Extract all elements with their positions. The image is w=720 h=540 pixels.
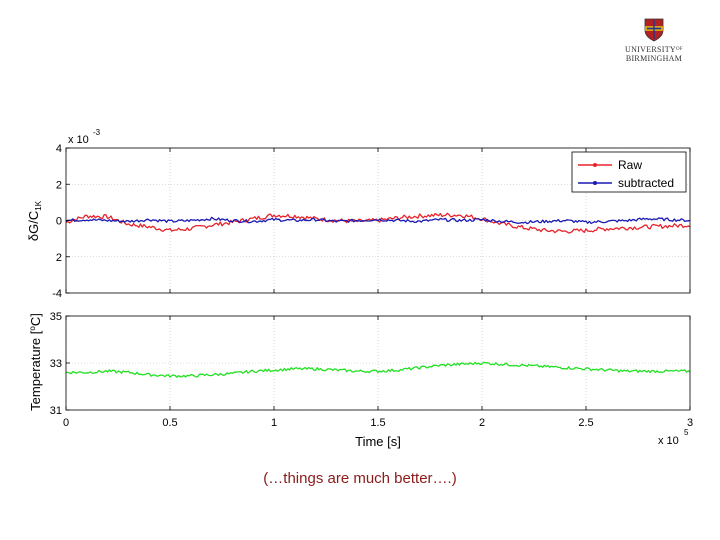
slide-caption: (…things are much better….) (263, 470, 457, 487)
bottom-axes: 35 33 310 0.5 1 1.5 2 2.5 3 Time [s] x 10 5 Temperat… (28, 311, 693, 449)
x-tick-label: 1.5 (370, 417, 385, 429)
university-crest-icon (644, 18, 664, 42)
legend-label-subtracted: subtracted (618, 176, 674, 190)
y-tick-label: 2 (56, 179, 62, 191)
legend-label-raw: Raw (618, 158, 642, 172)
legend: Raw subtracted (571, 151, 687, 193)
y-tick-label: 31 (50, 405, 62, 417)
x-axis-label: Time [s] (355, 434, 401, 449)
logo-line-university: UNIVERSITYOF (625, 45, 683, 54)
top-axes: 4 2 0 2 -4 x 10 -3 δG/C1K Raw subtracted (26, 128, 691, 300)
x-exponent-label: x 10 (658, 435, 679, 447)
university-logo: UNIVERSITYOF BIRMINGHAM (618, 18, 690, 68)
y-tick-label: 33 (50, 358, 62, 370)
logo-line-birmingham: BIRMINGHAM (625, 54, 683, 63)
series-line-temperature (65, 361, 691, 378)
y-axis-label-top: δG/C1K (26, 200, 43, 241)
x-tick-label: 1 (271, 417, 277, 429)
legend-marker-raw (593, 163, 597, 167)
x-exponent-sup: 5 (684, 428, 689, 437)
y-axis-label-bottom: Temperature [oC] (28, 313, 43, 411)
y-tick-label: 2 (56, 252, 62, 264)
x-tick-label: 2.5 (578, 417, 593, 429)
x-tick-label: 0.5 (162, 417, 177, 429)
series-line-subtracted (65, 216, 691, 225)
x-tick-label: 0 (63, 417, 69, 429)
legend-box (571, 151, 687, 193)
x-tick-label: 3 (687, 417, 693, 429)
y-exponent-label: x 10 (68, 134, 89, 146)
y-tick-label: 4 (56, 143, 62, 155)
x-tick-label: 2 (479, 417, 485, 429)
y-tick-label: 35 (50, 311, 62, 323)
legend-marker-subtracted (593, 181, 597, 185)
y-tick-label: -4 (52, 288, 62, 300)
y-exponent-sup: -3 (93, 128, 101, 137)
y-tick-label: 0 (56, 216, 62, 228)
